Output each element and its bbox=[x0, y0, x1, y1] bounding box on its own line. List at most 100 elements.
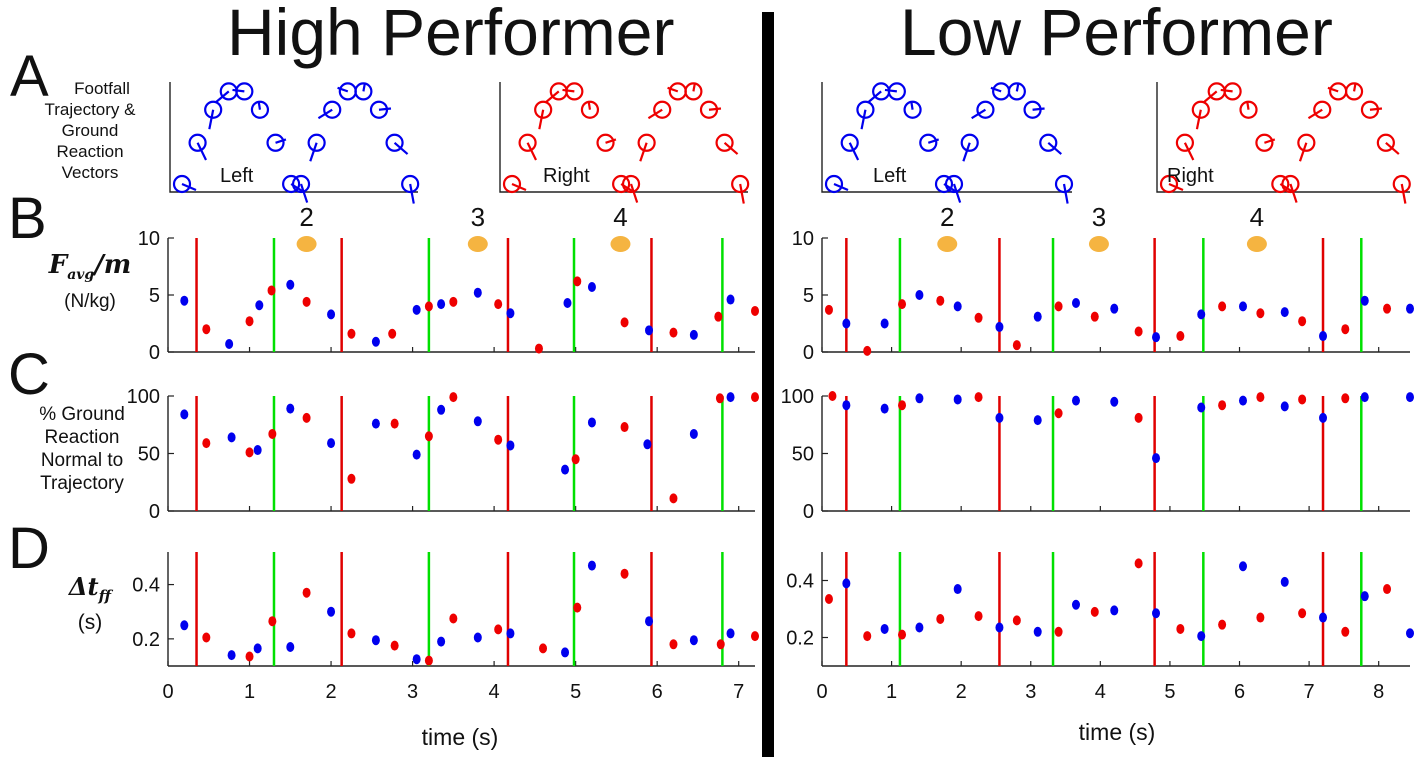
pct-normal-ytick-label-low: 50 bbox=[792, 444, 814, 466]
pct-normal-point-left-high bbox=[506, 440, 515, 451]
footfall-marker-left bbox=[188, 133, 207, 152]
label-c-line4: Trajectory bbox=[40, 473, 124, 494]
footfall-marker-right bbox=[596, 133, 615, 152]
footfall-marker-right bbox=[637, 133, 656, 152]
footfall-marker-right bbox=[653, 100, 672, 119]
trajectory-axes-right-high bbox=[499, 82, 748, 193]
favg-point-right-low bbox=[824, 304, 833, 315]
dtff-point-left-low bbox=[1406, 628, 1414, 639]
favg-ytick-label-low: 0 bbox=[803, 342, 814, 364]
label-b: Favg/m (N/kg) bbox=[40, 250, 140, 313]
pct-normal-point-left-low bbox=[915, 393, 924, 404]
pct-normal-ytick-label-high: 50 bbox=[138, 444, 160, 466]
reaction-vector-left bbox=[884, 88, 897, 93]
label-a-line2: Trajectory & bbox=[44, 100, 136, 119]
reaction-vector-left bbox=[362, 83, 366, 92]
reaction-vector-right bbox=[667, 86, 679, 93]
footfall-marker-right bbox=[1313, 100, 1332, 119]
favg-point-right-high bbox=[302, 296, 311, 307]
favg-ytick-label-low: 5 bbox=[803, 285, 814, 307]
favg-point-left-high bbox=[255, 300, 264, 311]
reaction-vector-right bbox=[1385, 141, 1400, 155]
dtff-point-right-high bbox=[424, 655, 433, 666]
pct-normal-point-left-low bbox=[1152, 453, 1161, 464]
dtff-point-left-high bbox=[412, 654, 421, 665]
pct-normal-point-right-high bbox=[669, 493, 678, 504]
pct-normal-point-left-low bbox=[1238, 395, 1247, 406]
reaction-vector-right bbox=[1327, 86, 1339, 93]
dtff-point-left-high bbox=[473, 632, 482, 643]
label-d-unit: (s) bbox=[77, 610, 103, 634]
footfall-marker-right bbox=[1175, 133, 1195, 152]
favg-point-left-low bbox=[880, 318, 889, 329]
dtff-point-right-low bbox=[1218, 619, 1227, 630]
footfall-marker-left bbox=[401, 174, 420, 194]
xtick-label-high: 3 bbox=[407, 681, 418, 703]
favg-point-right-high bbox=[388, 328, 397, 339]
reaction-vector-left bbox=[378, 107, 392, 111]
dtff-point-right-low bbox=[1176, 623, 1185, 634]
favg-point-right-high bbox=[424, 301, 433, 312]
dtff-point-right-high bbox=[669, 639, 678, 650]
footfall-marker-left bbox=[824, 174, 844, 194]
dtff-point-right-low bbox=[1054, 626, 1063, 637]
pct-normal-point-left-high bbox=[412, 449, 421, 460]
dtff-point-right-high bbox=[202, 632, 211, 643]
dtff-point-left-low bbox=[880, 623, 889, 634]
pct-normal-point-left-high bbox=[227, 432, 236, 443]
dtff-point-right-low bbox=[1012, 615, 1021, 626]
dtff-point-right-high bbox=[494, 624, 503, 635]
dtff-point-left-high bbox=[561, 647, 570, 658]
reaction-vector-left bbox=[393, 141, 409, 155]
reaction-vector-left bbox=[196, 142, 208, 161]
hold-marker-low bbox=[1246, 236, 1267, 252]
favg-point-left-low bbox=[1319, 331, 1328, 342]
dtff-panel-low: 0.2 0.4 bbox=[786, 552, 1414, 667]
favg-point-right-high bbox=[620, 317, 629, 328]
hold-label-low: 4 bbox=[1250, 202, 1264, 232]
footfall-marker-left bbox=[840, 133, 859, 152]
dtff-point-right-low bbox=[1341, 626, 1350, 637]
pct-normal-point-right-high bbox=[620, 422, 629, 433]
dtff-ytick-label-high: 0.2 bbox=[132, 629, 160, 651]
favg-point-right-low bbox=[1090, 311, 1099, 322]
dtff-point-left-high bbox=[180, 620, 189, 631]
reaction-vector-left bbox=[867, 90, 882, 104]
pct-normal-point-left-high bbox=[689, 428, 698, 439]
favg-point-left-high bbox=[180, 295, 189, 306]
footfall-marker-left bbox=[250, 100, 270, 119]
xtick-label-low: 1 bbox=[886, 681, 897, 703]
reaction-vector-right bbox=[1307, 108, 1323, 120]
favg-point-left-high bbox=[225, 339, 234, 350]
favg-point-right-high bbox=[202, 324, 211, 335]
xtick-label-low: 8 bbox=[1373, 681, 1384, 703]
footfall-marker-left bbox=[1054, 174, 1074, 194]
reaction-vector-right bbox=[511, 182, 527, 192]
pct-normal-point-left-low bbox=[1319, 412, 1328, 423]
footfall-marker-left bbox=[903, 100, 922, 119]
favg-point-right-low bbox=[1134, 326, 1143, 337]
xaxis-label-low: time (s) bbox=[1079, 719, 1156, 745]
dtff-point-left-low bbox=[1110, 605, 1119, 616]
label-d: Δtff (s) bbox=[50, 572, 130, 634]
dtff-point-left-high bbox=[506, 628, 515, 639]
xtick-label-high: 1 bbox=[244, 681, 255, 703]
dtff-point-right-high bbox=[620, 568, 629, 579]
favg-point-right-high bbox=[449, 296, 458, 307]
reaction-vector-right bbox=[1202, 90, 1218, 104]
reaction-vector-left bbox=[299, 183, 309, 203]
pct-normal-point-left-high bbox=[587, 417, 596, 428]
reaction-vector-right bbox=[1369, 107, 1383, 111]
label-c: % Ground Reaction Normal to Trajectory bbox=[18, 403, 146, 495]
favg-point-right-high bbox=[669, 327, 678, 338]
footfall-marker-right bbox=[731, 174, 750, 194]
footfall-marker-left bbox=[172, 174, 192, 194]
dtff-point-left-high bbox=[645, 616, 654, 627]
hold-marker-high bbox=[610, 236, 631, 252]
xtick-label-low: 2 bbox=[956, 681, 967, 703]
dtff-panel-high: 0.2 0.4 bbox=[132, 552, 759, 667]
favg-point-right-high bbox=[573, 276, 582, 287]
pct-normal-point-left-low bbox=[1360, 392, 1369, 403]
dtff-point-left-high bbox=[227, 650, 236, 661]
pct-normal-point-left-high bbox=[286, 403, 295, 414]
